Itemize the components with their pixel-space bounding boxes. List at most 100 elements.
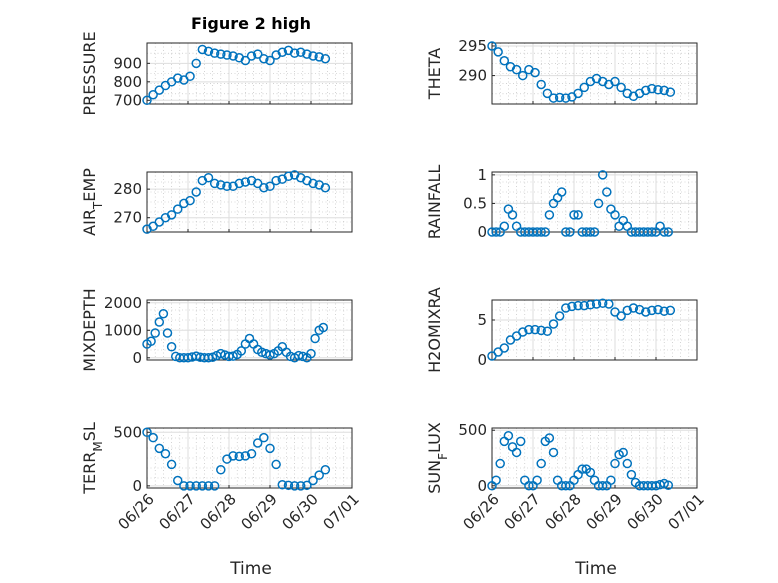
data-point: [665, 305, 676, 316]
data-point: [289, 48, 300, 58]
data-point: [320, 53, 331, 64]
data-point: [597, 298, 608, 308]
data-point: [585, 300, 596, 310]
data-point: [173, 475, 183, 486]
data-point: [271, 175, 281, 186]
data-point: [610, 76, 620, 87]
data-point: [548, 93, 559, 103]
y-tick-label: 0: [132, 349, 142, 367]
y-axis-label: THETA: [425, 48, 444, 100]
y-axis-label: MIXDEPTH: [80, 288, 99, 371]
data-point: [663, 227, 674, 237]
x-tick-label: 06/29: [238, 490, 281, 533]
data-point: [166, 459, 177, 470]
data-point: [518, 70, 528, 81]
data-point: [610, 210, 620, 220]
data-point: [222, 181, 232, 192]
y-axis-label: RAINFALL: [425, 165, 444, 240]
data-point: [651, 481, 661, 491]
y-tick-label: 0: [132, 477, 142, 495]
data-point: [507, 442, 518, 452]
data-point: [663, 480, 674, 490]
data-point: [491, 227, 501, 237]
data-point: [591, 299, 602, 309]
x-axis-label-right: Time: [574, 559, 617, 579]
data-point: [148, 90, 158, 100]
data-point: [173, 204, 183, 214]
data-point: [302, 49, 312, 59]
data-point: [548, 447, 559, 458]
data-point: [234, 451, 244, 462]
data-point: [503, 431, 514, 441]
data-point: [511, 221, 522, 232]
data-point: [647, 227, 657, 237]
data-point: [542, 326, 553, 336]
x-tick-label: 06/30: [624, 490, 667, 533]
x-tick-label: 06/26: [115, 490, 158, 533]
data-point: [271, 459, 281, 470]
data-point: [314, 52, 324, 62]
data-point: [246, 51, 257, 61]
data-point: [244, 333, 255, 344]
y-tick-label: 700: [113, 91, 142, 109]
y-axis-label: SUNFLUX: [425, 422, 450, 494]
data-point: [616, 311, 626, 321]
data-point: [252, 438, 263, 448]
data-point: [265, 55, 275, 66]
data-point: [197, 481, 208, 491]
data-point: [296, 481, 306, 491]
x-tick-label: 07/01: [320, 490, 363, 533]
y-tick-label: 1: [477, 166, 487, 184]
data-point: [277, 480, 288, 490]
data-point: [146, 336, 156, 347]
data-point: [532, 475, 542, 485]
data-point: [259, 53, 269, 64]
data-point: [626, 469, 637, 480]
data-point: [561, 303, 571, 313]
data-point: [308, 51, 318, 61]
data-point: [610, 458, 620, 469]
data-point: [628, 303, 639, 313]
subplot-rainfall: 0 0.5 1 RAINFALL: [425, 165, 698, 241]
data-point: [491, 475, 501, 485]
y-tick-label: 5: [477, 311, 487, 329]
data-point: [296, 47, 306, 57]
data-point: [142, 427, 152, 438]
data-point: [659, 306, 669, 316]
y-tick-label: 0: [477, 351, 487, 369]
data-point: [318, 322, 329, 333]
x-tick-label: 06/30: [279, 490, 322, 533]
data-point: [203, 481, 214, 491]
data-point: [499, 56, 510, 66]
data-point: [240, 451, 251, 461]
data-point: [185, 195, 195, 206]
data-point: [653, 85, 663, 95]
x-axis-label-left: Time: [229, 559, 272, 579]
data-point: [659, 227, 669, 237]
data-point: [597, 481, 608, 491]
data-point: [265, 443, 275, 454]
y-tick-label: 1000: [104, 321, 142, 339]
data-point: [216, 180, 226, 190]
data-point: [197, 44, 208, 55]
data-point: [216, 348, 226, 359]
data-point: [142, 95, 152, 106]
data-point: [166, 210, 177, 220]
data-point: [265, 181, 275, 192]
data-point: [240, 339, 251, 349]
x-tick-label: 06/28: [197, 490, 240, 533]
data-point: [536, 325, 546, 336]
data-point: [203, 46, 214, 57]
data-point: [641, 85, 651, 96]
data-point: [185, 481, 195, 491]
y-axis-label: AIRTEMP: [80, 168, 105, 236]
data-point: [228, 51, 238, 61]
data-point: [573, 210, 583, 220]
data-point: [602, 187, 612, 197]
data-point: [518, 327, 528, 337]
data-point: [544, 210, 555, 220]
data-point: [259, 182, 269, 193]
data-point: [622, 458, 633, 469]
